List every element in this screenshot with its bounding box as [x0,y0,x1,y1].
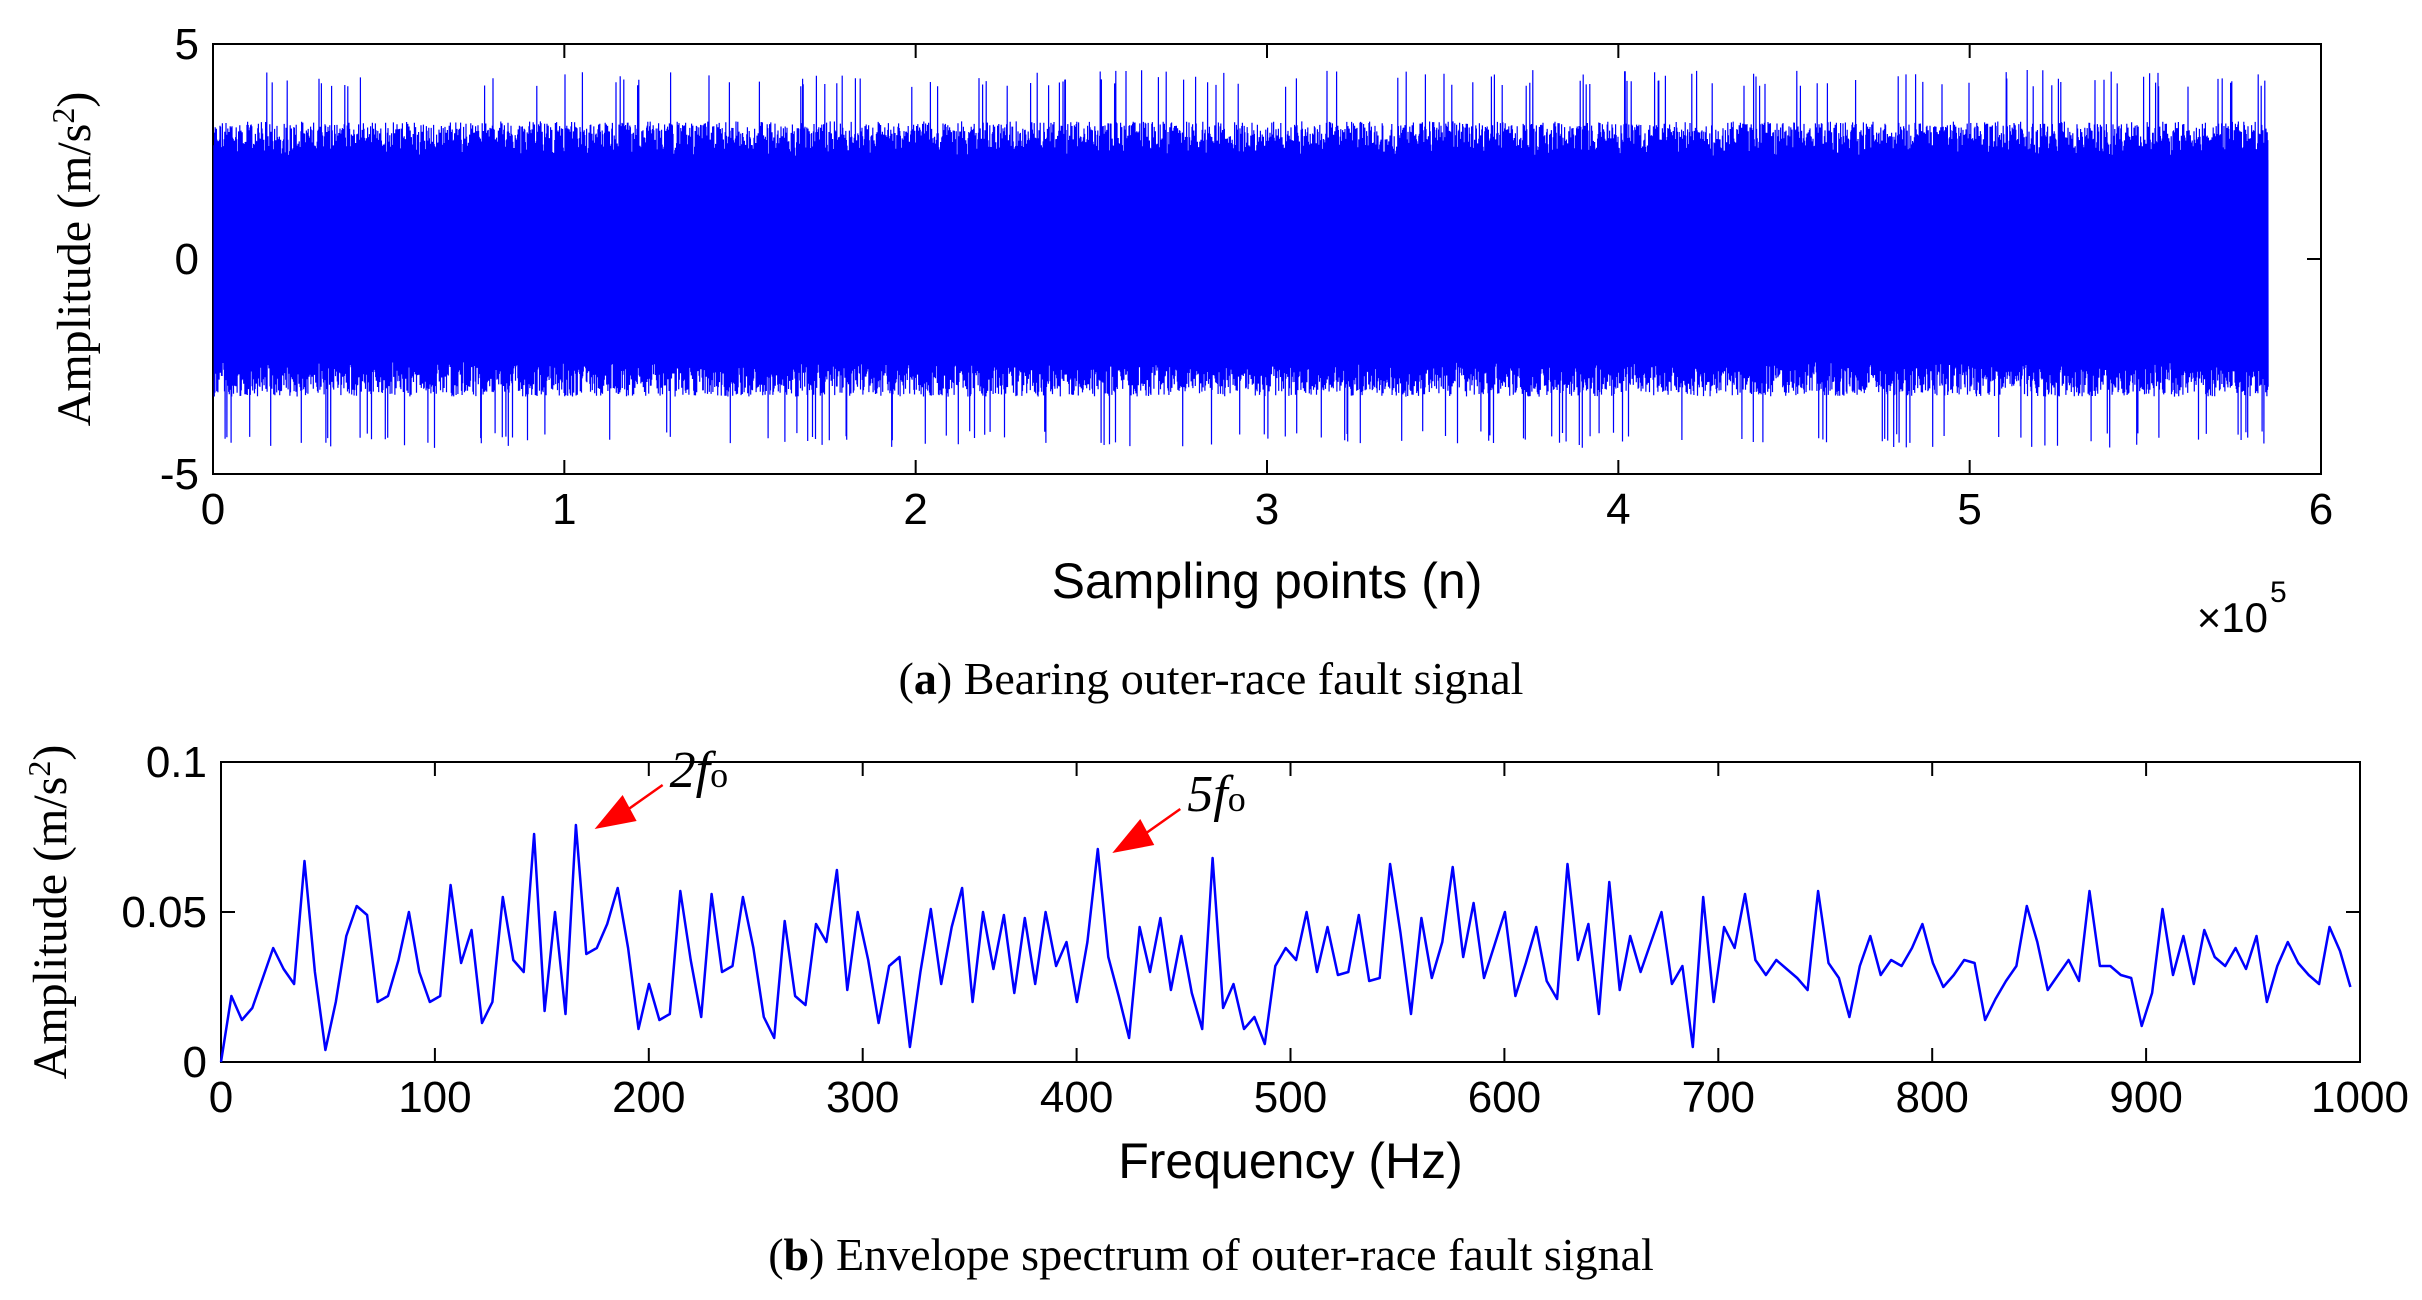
peak-arrow-shaft [627,783,664,811]
x-multiplier: ×10 [2197,594,2268,641]
plot-frame [220,761,2361,1063]
caption-b-open: ( [768,1229,784,1280]
caption-a: (a) Bearing outer-race fault signal [0,652,2422,705]
x-tick-label: 900 [2109,1073,2182,1122]
x-axis-label: Frequency (Hz) [1118,1133,1463,1189]
x-multiplier-exponent: 5 [2270,576,2287,609]
x-tick-label: 700 [1682,1073,1755,1122]
caption-b-close: ) [809,1229,825,1280]
x-tick-label: 0 [201,485,225,534]
x-tick-label: 600 [1468,1073,1541,1122]
caption-a-close: ) [936,653,953,704]
y-tick-label: 0.05 [121,888,207,937]
x-tick-label: 400 [1040,1073,1113,1122]
x-tick-label: 300 [826,1073,899,1122]
x-axis-label: Sampling points (n) [1052,553,1483,609]
x-tick-label: 100 [398,1073,471,1122]
x-tick-label: 6 [2309,485,2333,534]
caption-a-open: ( [898,653,914,704]
caption-a-text: Bearing outer-race fault signal [952,653,1524,704]
x-tick-label: 200 [612,1073,685,1122]
x-tick-label: 5 [1957,485,1981,534]
peak-label-1: 2fo [670,742,728,799]
peak-arrow-head [594,795,637,829]
caption-a-label: a [913,653,937,704]
y-axis-label: Amplitude (m/s2) [21,745,77,1080]
y-axis-label: Amplitude (m/s2) [45,92,101,427]
peak-label-2: 5fo [1187,766,1245,823]
y-tick-label: 0 [175,235,199,284]
peak-arrow-head [1112,819,1155,853]
y-tick-label: 0 [183,1038,207,1087]
caption-b: (b) Envelope spectrum of outer-race faul… [0,1228,2422,1281]
peak-arrow-shaft [1145,807,1181,835]
signal-line [213,69,2269,448]
caption-b-text: Envelope spectrum of outer-race fault si… [824,1229,1654,1280]
x-tick-label: 2 [903,485,927,534]
caption-b-label: b [783,1229,810,1280]
x-tick-label: 1 [552,485,576,534]
x-tick-label: 800 [1895,1073,1968,1122]
y-tick-label: -5 [160,450,199,499]
x-tick-label: 3 [1255,485,1279,534]
y-tick-label: 0.1 [146,738,207,787]
spectrum-line [219,823,2352,1063]
x-tick-label: 1000 [2311,1073,2409,1122]
x-tick-label: 0 [209,1073,233,1122]
y-tick-label: 5 [175,20,199,69]
x-tick-label: 4 [1606,485,1630,534]
x-tick-label: 500 [1254,1073,1327,1122]
panel-b: 0 100 200 300 400 500 600 700 800 900 1000 0 0.05 0.1… [21,738,2409,1189]
